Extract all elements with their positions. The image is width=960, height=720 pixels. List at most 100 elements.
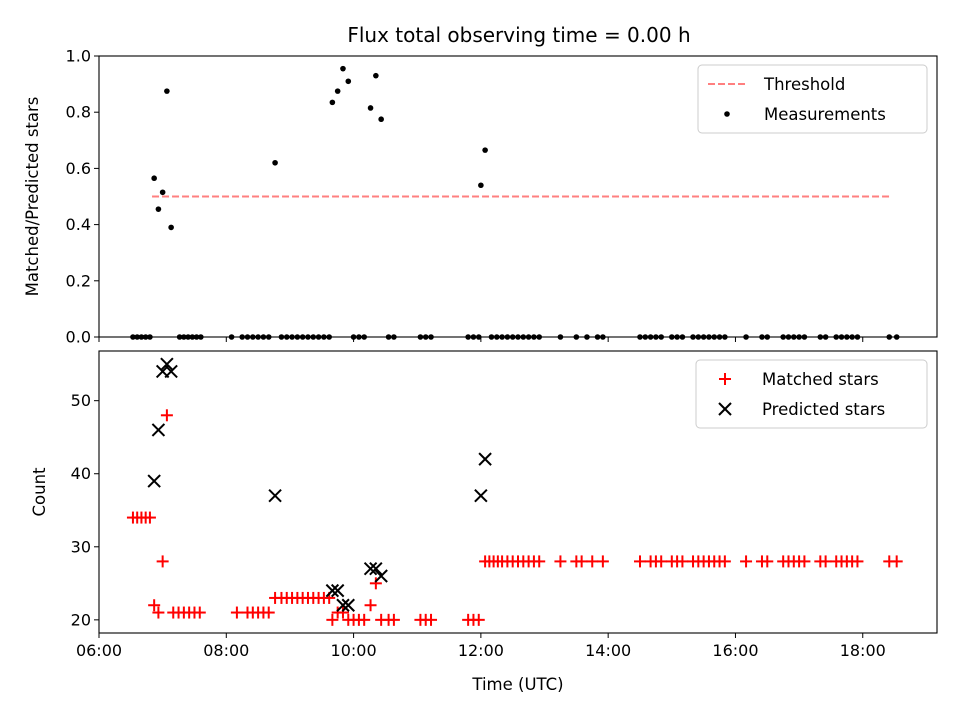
measurement-point — [722, 334, 728, 340]
measurement-point — [509, 334, 516, 340]
y-tick-label: 0.0 — [66, 328, 91, 347]
measurement-point — [536, 334, 543, 340]
y-tick-label: 0.2 — [66, 271, 91, 290]
measurement-point — [669, 334, 675, 340]
measurement-point — [310, 334, 317, 340]
y-tick-label: 0.6 — [66, 159, 91, 178]
matched-star-point — [851, 555, 864, 568]
predicted-star-point — [164, 364, 178, 379]
y-tick-label: 40 — [71, 464, 91, 483]
measurement-point — [378, 116, 384, 123]
measurement-point — [743, 334, 749, 340]
measurement-point — [244, 334, 251, 340]
matched-star-point — [336, 606, 349, 619]
legend-swatch — [724, 111, 730, 117]
measurement-point — [260, 334, 267, 340]
predicted-star-point — [369, 562, 383, 576]
matched-star-point — [586, 555, 599, 568]
chart-title: Flux total observing time = 0.00 h — [347, 23, 690, 47]
measurement-point — [658, 334, 665, 340]
bottom-panel: 20 30 40 50 06:00 08:00 10:00 12:00 14:00 16:00 18… — [30, 350, 938, 694]
measurement-point — [679, 334, 686, 340]
measurement-point — [465, 334, 471, 340]
measurement-point — [478, 182, 484, 189]
measurement-point — [653, 334, 659, 340]
measurement-point — [475, 334, 482, 340]
measurement-point — [283, 334, 290, 340]
measurement-point — [573, 334, 580, 340]
measurement-point — [272, 159, 278, 166]
x-tick-label: 18:00 — [840, 641, 886, 660]
measurement-point — [584, 334, 590, 340]
measurement-point — [504, 334, 511, 340]
measurement-point — [422, 334, 429, 340]
legend-entry-label: Predicted stars — [762, 400, 885, 419]
matched-star-point — [262, 606, 275, 619]
measurement-point — [265, 334, 272, 340]
measurement-point — [391, 334, 397, 340]
measurement-point — [159, 189, 166, 196]
y-axis-label: Count — [30, 467, 49, 517]
measurement-point — [780, 334, 786, 340]
measurement-point — [499, 334, 505, 340]
measurement-point — [600, 334, 606, 340]
y-tick-label: 50 — [71, 391, 91, 410]
matched-star-point — [819, 555, 832, 568]
matched-star-point — [152, 606, 165, 619]
measurement-point — [470, 334, 477, 340]
measurement-point — [329, 99, 336, 106]
matched-star-point — [326, 613, 339, 626]
measurement-point — [893, 334, 900, 340]
measurement-point — [594, 334, 601, 340]
predicted-star-point — [151, 423, 166, 437]
measurement-point — [164, 88, 170, 94]
measurement-point — [326, 334, 332, 340]
measurement-point — [250, 334, 256, 340]
matched-star-point — [655, 555, 668, 568]
matched-star-point — [554, 555, 567, 568]
matched-star-point — [369, 577, 382, 590]
measurement-point — [695, 334, 702, 340]
measurement-point — [142, 334, 149, 340]
measurement-point — [716, 334, 723, 340]
measurement-point — [796, 334, 802, 340]
measurement-point — [321, 334, 327, 340]
legend-box — [695, 359, 928, 429]
measurement-point — [801, 334, 808, 340]
measurement-point — [315, 334, 322, 340]
measurement-point — [294, 334, 301, 340]
matched-star-point — [740, 555, 753, 568]
measurement-point — [690, 334, 696, 340]
predicted-star-point — [474, 488, 488, 503]
matched-star-point — [890, 555, 903, 568]
matched-star-point — [633, 555, 646, 568]
measurement-point — [493, 334, 500, 340]
legend-swatch — [718, 402, 732, 416]
measurement-point — [228, 334, 235, 340]
matched-star-point — [533, 555, 546, 568]
predicted-star-point — [147, 474, 161, 488]
x-tick-label: 12:00 — [458, 641, 504, 660]
measurement-point — [155, 206, 162, 212]
measurement-point — [833, 334, 840, 340]
matched-star-point — [472, 613, 485, 626]
measurement-point — [759, 334, 765, 340]
y-tick-label: 1.0 — [66, 47, 91, 66]
matched-star-point — [148, 599, 161, 612]
predicted-star-point — [160, 357, 174, 371]
measurement-point — [181, 334, 187, 340]
matched-star-point — [387, 613, 400, 626]
measurement-point — [428, 334, 434, 340]
measurement-point — [193, 334, 200, 340]
measurement-point — [764, 334, 771, 340]
matched-star-point — [596, 555, 609, 568]
measurement-point — [289, 334, 295, 340]
measurement-point — [790, 334, 797, 340]
measurement-point — [711, 334, 718, 340]
x-tick-label: 10:00 — [331, 641, 377, 660]
matched-star-point — [718, 555, 731, 568]
predicted-star-point — [374, 569, 388, 583]
measurement-point — [822, 334, 829, 340]
measurement-point — [299, 334, 306, 340]
